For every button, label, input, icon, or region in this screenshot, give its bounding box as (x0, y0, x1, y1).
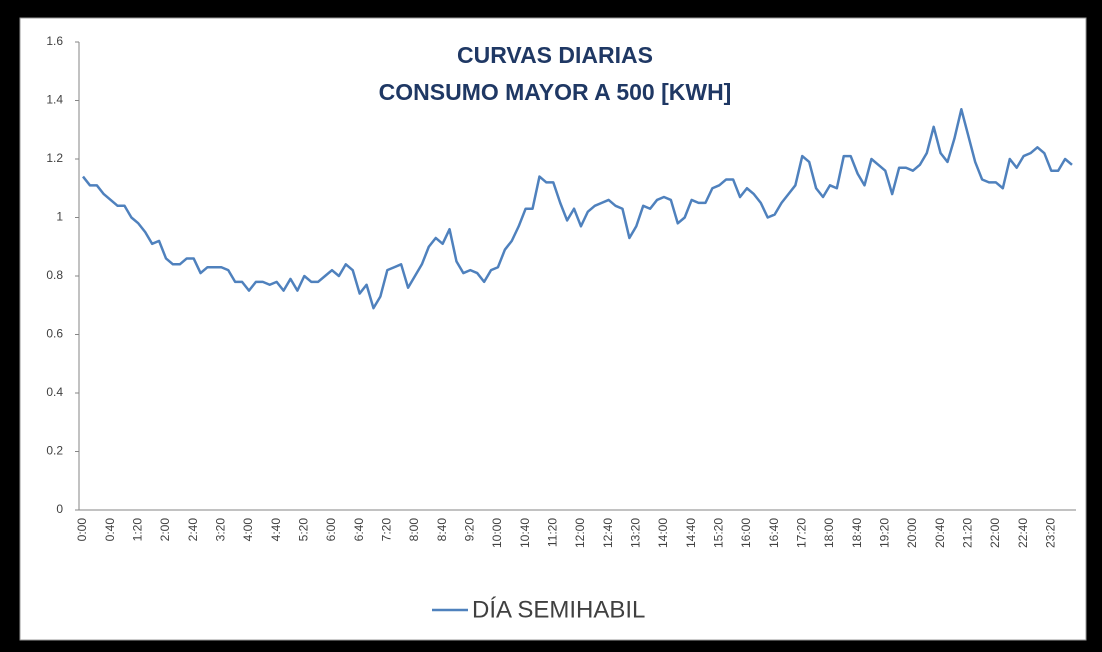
x-tick-label: 20:00 (905, 518, 919, 548)
x-tick-label: 4:40 (269, 518, 283, 542)
x-tick-label: 8:00 (407, 518, 421, 542)
x-tick-label: 2:00 (158, 518, 172, 542)
x-tick-label: 11:20 (545, 518, 559, 547)
x-tick-label: 5:20 (296, 518, 310, 542)
chart-title: CONSUMO MAYOR A 500 [KWH] (379, 79, 732, 105)
x-tick-label: 16:40 (767, 518, 781, 548)
x-tick-label: 18:40 (850, 518, 864, 548)
legend-label: DÍA SEMIHABIL (472, 596, 645, 623)
x-tick-label: 15:20 (711, 518, 725, 548)
x-tick-label: 16:00 (739, 518, 753, 548)
chart-title: CURVAS DIARIAS (457, 42, 653, 68)
x-tick-label: 12:00 (573, 518, 587, 548)
y-tick-label: 0.8 (46, 268, 63, 282)
y-tick-label: 1.2 (46, 151, 63, 165)
x-tick-label: 0:00 (75, 518, 89, 542)
x-tick-label: 12:40 (601, 518, 615, 548)
x-tick-label: 8:40 (435, 518, 449, 542)
x-tick-label: 4:00 (241, 518, 255, 542)
y-tick-label: 1.6 (46, 34, 63, 48)
y-tick-label: 0.4 (46, 385, 63, 399)
y-tick-label: 0.2 (46, 444, 63, 458)
x-tick-label: 17:20 (794, 518, 808, 548)
x-tick-label: 7:20 (379, 518, 393, 542)
y-tick-label: 1 (56, 210, 63, 224)
x-tick-label: 10:00 (490, 518, 504, 548)
y-tick-label: 1.4 (46, 93, 63, 107)
x-tick-label: 13:20 (628, 518, 642, 548)
y-tick-label: 0 (56, 502, 63, 516)
x-tick-label: 18:00 (822, 518, 836, 548)
x-tick-label: 9:20 (462, 518, 476, 542)
x-tick-label: 10:40 (518, 518, 532, 548)
x-tick-label: 6:00 (324, 518, 338, 542)
y-tick-label: 0.6 (46, 327, 63, 341)
line-series (82, 108, 1073, 310)
x-tick-label: 3:20 (213, 518, 227, 542)
x-tick-label: 14:00 (656, 518, 670, 548)
x-tick-label: 22:40 (1016, 518, 1030, 548)
x-tick-label: 1:20 (131, 518, 145, 542)
x-tick-label: 22:00 (988, 518, 1002, 548)
x-tick-label: 6:40 (352, 518, 366, 542)
x-tick-label: 14:40 (684, 518, 698, 548)
x-tick-label: 20:40 (933, 518, 947, 548)
x-tick-label: 2:40 (186, 518, 200, 542)
x-tick-label: 19:20 (877, 518, 891, 548)
x-tick-label: 0:40 (103, 518, 117, 542)
x-tick-label: 23:20 (1043, 518, 1057, 548)
x-tick-label: 21:20 (960, 518, 974, 548)
panel (19, 17, 1087, 641)
